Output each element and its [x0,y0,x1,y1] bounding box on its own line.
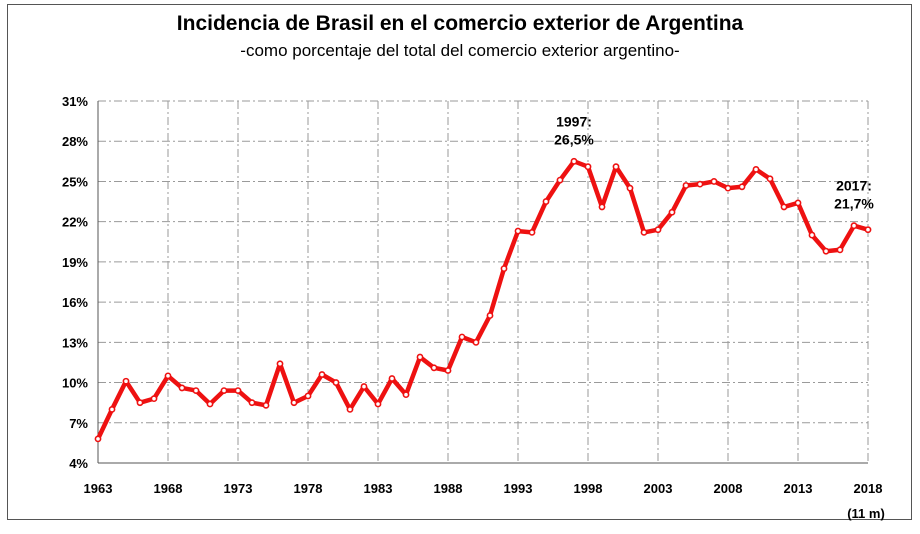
data-point [640,228,648,236]
data-point [248,399,256,407]
annotation-year: 2017: [836,178,872,194]
y-tick-label: 7% [69,416,88,431]
x-tick-label: 1998 [574,481,603,496]
data-point [402,391,410,399]
y-tick-label: 4% [69,456,88,471]
data-point [346,405,354,413]
y-tick-label: 31% [62,94,88,109]
data-point [318,371,326,378]
x-tick-label: 2008 [714,481,743,496]
data-point [682,182,690,189]
data-point [738,183,746,191]
x-tick-label: 1988 [434,481,463,496]
data-point [654,226,662,234]
data-point [374,400,382,408]
data-point [388,375,396,382]
data-point [598,203,606,211]
x-tick-label: 1983 [364,481,393,496]
data-point [150,395,158,403]
data-point [766,175,774,183]
data-point [808,231,816,239]
x-tick-label: 2018 [854,481,883,496]
annotation-value: 26,5% [554,131,594,147]
data-point [416,353,424,361]
data-point [794,199,802,207]
chart-subtitle: -como porcentaje del total del comercio … [240,41,680,60]
data-point [724,184,732,192]
data-point [444,367,452,374]
data-point [864,226,872,234]
data-point [486,312,494,319]
labels: 1997: 26,5% 2017: 21,7% [554,113,874,211]
data-point [332,379,340,386]
x-tick-label: 1978 [294,481,323,496]
data-point [164,372,172,380]
data-point [612,163,620,171]
gridlines [98,100,869,463]
data-point [234,387,242,394]
data-point [500,265,508,272]
data-point [710,178,718,185]
data-point [262,401,270,409]
data-point [752,165,760,173]
data-point [668,208,676,216]
y-tick-label: 25% [62,174,88,189]
y-tick-label: 22% [62,215,88,230]
annotation-value: 21,7% [834,196,874,212]
data-point [276,360,284,368]
data-point [290,399,298,407]
data-point [514,227,522,235]
data-point [780,203,788,211]
x-tick-label: 1993 [504,481,533,496]
data-point [836,246,844,254]
data-point [542,198,550,205]
data-point [556,176,564,184]
chart-title: Incidencia de Brasil en el comercio exte… [176,12,744,35]
data-point [822,247,830,255]
data-point [178,384,186,392]
data-point [192,387,200,394]
annotation-year: 1997: [556,113,592,129]
x-tick-note: (11 m) [847,506,885,521]
data-point [304,392,312,400]
y-tick-label: 16% [62,295,88,310]
series-brasil [94,157,872,443]
data-point [570,157,578,165]
x-tick-label: 2003 [644,481,673,496]
data-point [528,228,536,236]
data-point [122,377,130,385]
data-point [472,338,480,346]
data-point [626,184,634,192]
y-tick-label: 10% [62,376,88,391]
y-tick-label: 13% [62,335,88,350]
data-point [696,180,704,188]
data-point [360,383,368,390]
data-point [850,222,858,230]
data-point [136,399,144,407]
data-point [206,400,214,408]
x-tick-label: 1968 [154,481,183,496]
data-point [430,364,438,372]
x-tick-label: 1973 [224,481,253,496]
x-tick-label: 1963 [84,481,113,496]
data-point [220,387,228,394]
data-point [458,333,466,341]
series-line [95,159,871,442]
axes: 4% 7% 10% 13% 16% 19% 22% 25% 28% 31% 1963 1968 1973… [62,94,885,521]
y-tick-label: 19% [62,255,88,270]
data-point [584,163,592,171]
data-point [94,435,102,443]
x-tick-label: 2013 [784,481,813,496]
data-point [108,405,116,413]
y-tick-label: 28% [62,134,88,149]
